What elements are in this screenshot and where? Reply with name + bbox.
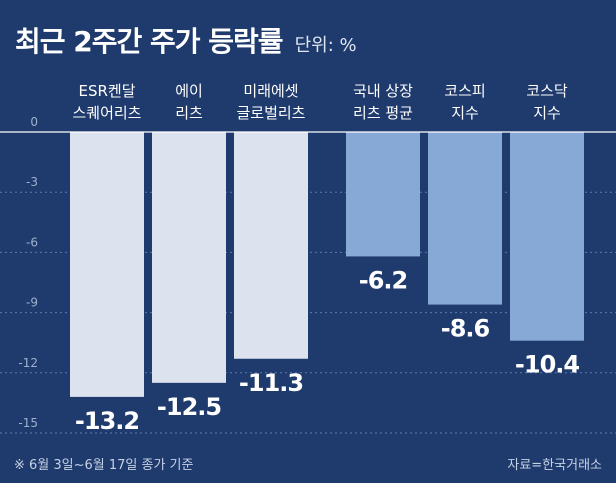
bar (70, 132, 144, 397)
bar (346, 132, 420, 257)
y-tick-label: -12 (18, 356, 38, 370)
bar (510, 132, 584, 341)
category-label: 리츠 평균 (353, 104, 413, 122)
category-label: 미래에셋 (243, 82, 298, 100)
category-label: 지수 (533, 104, 561, 122)
bar (428, 132, 502, 305)
footnote: ※ 6월 3일~6월 17일 종가 기준 (14, 458, 194, 473)
chart-title: 최근 2주간 주가 등락률 (15, 25, 284, 58)
y-tick-label: -6 (26, 235, 38, 249)
data-label: -11.3 (239, 369, 303, 397)
category-label: ESR켄달 (78, 82, 135, 100)
data-label: -6.2 (359, 266, 407, 294)
y-tick-label: -9 (26, 296, 38, 310)
data-label: -12.5 (157, 393, 221, 421)
category-label: 리츠 (175, 104, 203, 122)
unit-label: 단위: % (294, 35, 357, 56)
data-label: -10.4 (515, 351, 579, 379)
y-tick-label: 0 (30, 115, 38, 129)
source-note: 자료=한국거래소 (507, 458, 602, 473)
category-label: 국내 상장 (353, 82, 413, 100)
data-label: -8.6 (441, 315, 490, 343)
bar (234, 132, 308, 359)
category-label: 코스피 (444, 82, 485, 100)
bar (152, 132, 226, 383)
category-label: 글로벌리츠 (236, 104, 305, 122)
category-label: 코스닥 (526, 82, 568, 100)
title-row: 최근 2주간 주가 등락률 단위: % (15, 20, 357, 60)
y-tick-label: -15 (18, 416, 38, 430)
data-label: -13.2 (75, 407, 139, 435)
category-label: 지수 (451, 104, 479, 122)
y-tick-label: -3 (26, 175, 38, 189)
category-label: 스퀘어리츠 (72, 104, 141, 122)
category-label: 에이 (175, 82, 203, 100)
